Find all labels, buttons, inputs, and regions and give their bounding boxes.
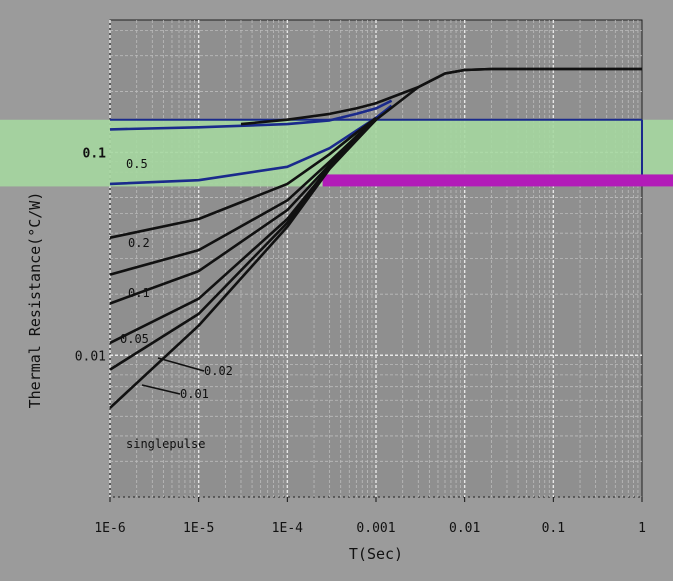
leader-line-0.01 xyxy=(141,384,181,395)
x-tick-label-2: 1E-4 xyxy=(272,521,303,536)
x-tick-label-4: 0.01 xyxy=(449,521,480,536)
x-tick-label-1: 1E-5 xyxy=(183,521,214,536)
series-label-4: 0.05 xyxy=(120,332,149,346)
series-line-2 xyxy=(109,116,377,239)
y-tick-label-0: 0.1 xyxy=(83,146,107,161)
series-line-8 xyxy=(240,67,642,126)
series-label-3: 0.1 xyxy=(128,286,150,300)
y-axis-title: Thermal Resistance(°C/W) xyxy=(26,192,44,409)
x-tick-label-6: 1 xyxy=(638,521,646,536)
series-label-5: 0.02 xyxy=(204,364,233,378)
leader-line-0.02 xyxy=(157,357,205,372)
series-label-0: 0.5 xyxy=(126,157,148,171)
series-label-2: 0.2 xyxy=(128,236,150,250)
x-axis-title: T(Sec) xyxy=(349,545,403,563)
y-tick-label-1: 0.01 xyxy=(75,349,106,364)
marker-bar xyxy=(322,174,673,187)
x-tick-label-5: 0.1 xyxy=(542,521,565,536)
series-line-0 xyxy=(109,99,393,131)
x-tick-label-0: 1E-6 xyxy=(94,521,125,536)
series-label-6: 0.01 xyxy=(180,387,209,401)
x-tick-label-3: 0.001 xyxy=(356,521,395,536)
series-label-7: singlepulse xyxy=(126,437,205,451)
